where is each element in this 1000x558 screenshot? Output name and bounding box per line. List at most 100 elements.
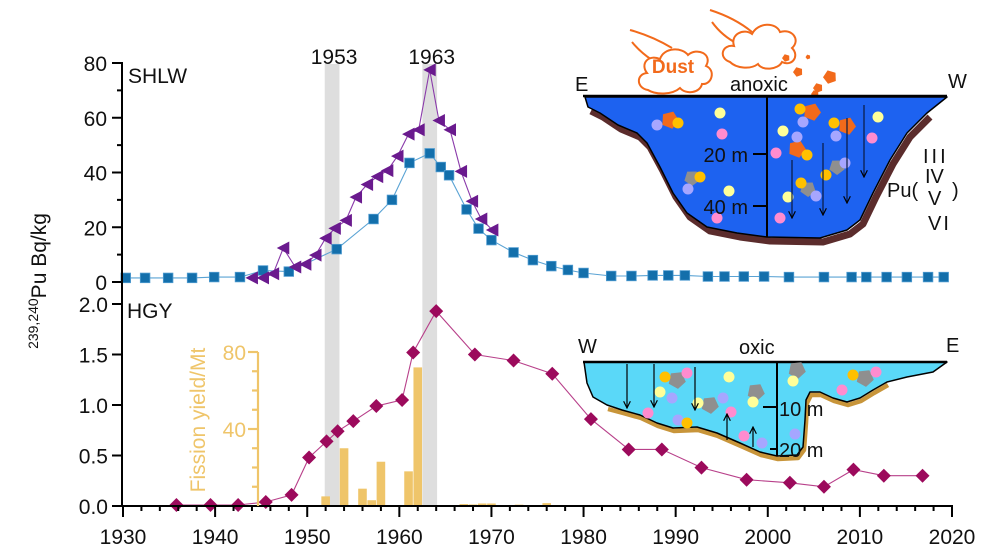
pu-iii-particle-icon [651, 119, 663, 131]
shlw-squares-point [881, 271, 892, 283]
falling-dust-icon [823, 70, 836, 84]
pu-oxidation-legend: Pu( III IV V VI ) [887, 146, 959, 235]
oxic-lake-sediment [607, 383, 890, 462]
pu-legend-suffix: ) [952, 180, 959, 202]
hgy-diamonds-point [369, 399, 384, 414]
x-tick-label: 1940 [192, 526, 239, 549]
pu-iii-particle-icon [789, 428, 801, 440]
oxic-transport-arrows [627, 364, 753, 447]
shlw-squares-point [578, 267, 589, 279]
shlw-squares-point [901, 271, 913, 283]
pu-iii-particle-icon [717, 392, 729, 404]
panel-label-hgy: HGY [127, 300, 173, 323]
pu-iii-particle-icon [797, 116, 809, 128]
pu-iv-particle-icon [672, 117, 684, 129]
shlw-squares-point [435, 161, 446, 173]
falling-dust-icon [805, 54, 811, 60]
pu-iv-particle-icon [828, 117, 840, 129]
pu-v-particle-icon [711, 212, 723, 224]
fission-bar [487, 503, 496, 506]
hgy-y-tick-label: 0.0 [79, 496, 108, 519]
shlw-squares-point [938, 271, 949, 283]
pu-vi-particle-icon [714, 107, 726, 119]
shlw-triangles-point [432, 113, 445, 127]
shlw-squares-point [562, 264, 574, 276]
pu-v-particle-icon [774, 212, 786, 224]
pu-v-particle-icon [836, 384, 848, 396]
anoxic-lake-rim [589, 107, 933, 246]
anoxic-lake-diagram: Dust E anoxic W 20 m 40 m Pu( III IV V V… [575, 9, 967, 246]
hgy-diamonds-point [846, 462, 861, 477]
fission-y-tick-label: 80 [223, 342, 246, 365]
hgy-diamonds-point [876, 468, 891, 483]
shlw-triangles-point [390, 149, 404, 163]
shlw-triangles-point [474, 212, 488, 226]
shlw-squares-point [443, 170, 455, 181]
shlw-triangles-point [370, 170, 384, 184]
pu-v-particle-icon [681, 367, 693, 379]
fission-y-tick-label: 40 [223, 419, 246, 442]
shlw-y-tick-label: 20 [84, 217, 107, 240]
pu-legend-state-iii: III [923, 146, 949, 168]
shlw-triangles-point [256, 271, 270, 285]
shlw-squares-point [461, 204, 472, 215]
shlw-squares-point [331, 243, 342, 255]
shlw-triangles-point [465, 194, 479, 208]
anoxic-left-label: E [575, 74, 588, 96]
shlw-squares-point [386, 194, 398, 206]
pu-vi-particle-icon [692, 397, 704, 409]
shlw-triangles-point [276, 241, 290, 255]
shlw-squares-point [738, 271, 750, 282]
fission-bar [376, 461, 386, 506]
hgy-diamonds-point [330, 424, 345, 439]
x-tick-label: 1970 [468, 526, 515, 549]
anoxic-depth-label-40: 40 m [704, 197, 748, 219]
anoxic-right-label: W [948, 71, 967, 93]
pu-v-particle-icon [866, 132, 878, 144]
hgy-diamonds-point [169, 497, 184, 512]
pu-v-particle-icon [870, 366, 882, 378]
shlw-triangles-point [423, 63, 436, 77]
shlw-squares-point [508, 247, 519, 258]
hgy-diamonds-point [621, 442, 636, 457]
anoxic-settling-arrows [792, 105, 864, 218]
band-label-1963: 1963 [408, 46, 455, 69]
shlw-squares-point [679, 270, 691, 281]
pu-iii-particle-icon [682, 183, 694, 195]
hgy-diamonds-point [816, 479, 831, 494]
fission-yield-axis-label: Fission yield/Mt [187, 347, 210, 492]
shlw-squares-point [818, 271, 830, 283]
hgy-diamonds-point [395, 392, 410, 407]
highlight-band-1953 [324, 64, 340, 506]
fission-bar [321, 496, 330, 506]
panel-label-shlw: SHLW [128, 65, 187, 88]
x-tick-label: 2000 [744, 526, 791, 549]
shlw-squares-point [922, 271, 934, 283]
mineral-particle-icon [701, 397, 719, 414]
hgy-diamonds-point [782, 475, 797, 490]
pu-iv-particle-icon [795, 177, 807, 189]
shlw-squares-point [486, 234, 497, 246]
pu-iv-particle-icon [694, 171, 706, 183]
x-tick-label: 1960 [376, 526, 423, 549]
shlw-squares-point [527, 254, 539, 266]
anoxic-center-label: anoxic [730, 74, 788, 96]
shlw-triangles-point [360, 178, 374, 192]
pu-v-particle-icon [642, 407, 654, 419]
x-tick-label: 2010 [837, 526, 884, 549]
pu-iv-particle-icon [847, 369, 859, 381]
dust-particle-icon [839, 117, 856, 135]
shlw-squares-point [139, 272, 151, 284]
hgy-diamonds-point [319, 434, 334, 449]
pu-iii-particle-icon [672, 414, 684, 426]
mineral-particle-icon [788, 362, 806, 379]
highlight-bands: 1953 1963 [311, 46, 455, 506]
pu-iv-particle-icon [794, 103, 806, 115]
pu-v-particle-icon [770, 147, 782, 159]
y-axis-label-superscript: 239,240 [25, 298, 41, 349]
pu-vi-particle-icon [723, 185, 735, 197]
shlw-squares-point [719, 271, 730, 282]
falling-dust-icon [782, 54, 790, 62]
shlw-squares-point [663, 270, 674, 281]
